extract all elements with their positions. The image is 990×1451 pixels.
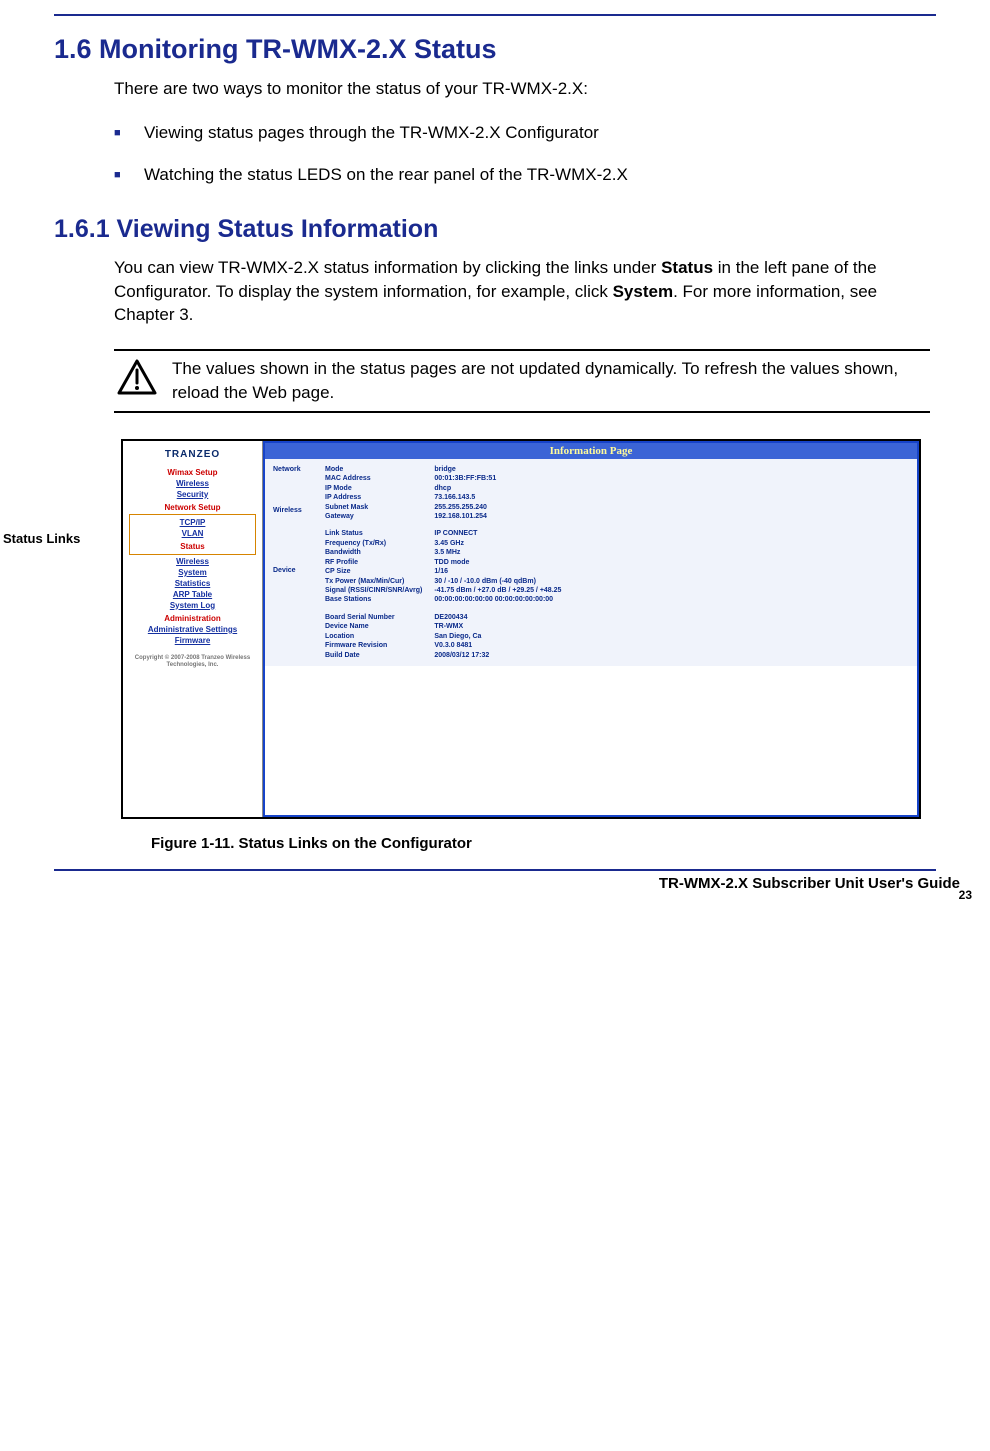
info-panel: Network Wireless Device Mode MAC Address… bbox=[265, 459, 917, 666]
screenshot: TRANZEO Wimax Setup Wireless Security Ne… bbox=[121, 439, 921, 819]
sidebar-link[interactable]: TCP/IP bbox=[130, 518, 255, 527]
note-box: The values shown in the status pages are… bbox=[114, 349, 930, 413]
key: IP Mode bbox=[325, 484, 422, 493]
bullet-item: Watching the status LEDS on the rear pan… bbox=[114, 165, 930, 185]
value: V0.3.0 8481 bbox=[434, 641, 561, 650]
sidebar-category: Administration bbox=[125, 614, 260, 623]
sidebar-link[interactable]: Wireless bbox=[125, 557, 260, 566]
sidebar-link[interactable]: Wireless bbox=[125, 479, 260, 488]
sidebar-link[interactable]: Security bbox=[125, 490, 260, 499]
main-pane: Information Page Network Wireless Device… bbox=[263, 441, 919, 817]
section-label: Network bbox=[273, 465, 325, 474]
key: Tx Power (Max/Min/Cur) bbox=[325, 577, 422, 586]
value: 3.5 MHz bbox=[434, 548, 561, 557]
sidebar-link[interactable]: System bbox=[125, 568, 260, 577]
value: 73.166.143.5 bbox=[434, 493, 561, 502]
section-label: Device bbox=[273, 566, 325, 575]
figure-caption: Figure 1-11. Status Links on the Configu… bbox=[151, 835, 930, 852]
key: Location bbox=[325, 632, 422, 641]
value: IP CONNECT bbox=[434, 529, 561, 538]
sidebar-link[interactable]: System Log bbox=[125, 601, 260, 610]
key: Mode bbox=[325, 465, 422, 474]
logo: TRANZEO bbox=[125, 449, 260, 460]
titlebar: Information Page bbox=[265, 443, 917, 459]
section-heading: 1.6 Monitoring TR-WMX-2.X Status bbox=[54, 34, 990, 65]
sidebar-category: Network Setup bbox=[125, 503, 260, 512]
bullet-item: Viewing status pages through the TR-WMX-… bbox=[114, 123, 930, 143]
warning-icon bbox=[114, 357, 160, 397]
key: Frequency (Tx/Rx) bbox=[325, 539, 422, 548]
figure-area: Status Links TRANZEO Wimax Setup Wireles… bbox=[3, 439, 930, 852]
footer: TR-WMX-2.X Subscriber Unit User's Guide … bbox=[0, 869, 990, 902]
value: 3.45 GHz bbox=[434, 539, 561, 548]
value: 2008/03/12 17:32 bbox=[434, 651, 561, 660]
copyright: Copyright © 2007-2008 Tranzeo Wireless T… bbox=[125, 655, 260, 669]
bold-text: Status bbox=[661, 258, 713, 277]
key: Link Status bbox=[325, 529, 422, 538]
value: bridge bbox=[434, 465, 561, 474]
key: IP Address bbox=[325, 493, 422, 502]
key: Bandwidth bbox=[325, 548, 422, 557]
callout-label: Status Links bbox=[3, 531, 80, 546]
value: TR-WMX bbox=[434, 622, 561, 631]
key: Board Serial Number bbox=[325, 613, 422, 622]
key: MAC Address bbox=[325, 474, 422, 483]
top-rule bbox=[54, 14, 936, 16]
value: 00:01:3B:FF:FB:51 bbox=[434, 474, 561, 483]
key: Device Name bbox=[325, 622, 422, 631]
value: 00:00:00:00:00:00 00:00:00:00:00:00 bbox=[434, 595, 561, 604]
key: RF Profile bbox=[325, 558, 422, 567]
value: 192.168.101.254 bbox=[434, 512, 561, 521]
text: You can view TR-WMX-2.X status informati… bbox=[114, 258, 661, 277]
body-paragraph: You can view TR-WMX-2.X status informati… bbox=[114, 256, 930, 327]
key: Base Stations bbox=[325, 595, 422, 604]
key: CP Size bbox=[325, 567, 422, 576]
value: -41.75 dBm / +27.0 dB / +29.25 / +48.25 bbox=[434, 586, 561, 595]
sidebar-category: Wimax Setup bbox=[125, 468, 260, 477]
key: Gateway bbox=[325, 512, 422, 521]
sidebar-link[interactable]: VLAN bbox=[130, 529, 255, 538]
sidebar: TRANZEO Wimax Setup Wireless Security Ne… bbox=[123, 441, 263, 817]
value: DE200434 bbox=[434, 613, 561, 622]
section-label: Wireless bbox=[273, 506, 325, 515]
key: Signal (RSSI/CINR/SNR/Avrg) bbox=[325, 586, 422, 595]
value: dhcp bbox=[434, 484, 561, 493]
sidebar-link[interactable]: ARP Table bbox=[125, 590, 260, 599]
intro-paragraph: There are two ways to monitor the status… bbox=[114, 77, 930, 101]
bold-text: System bbox=[613, 282, 673, 301]
value: 255.255.255.240 bbox=[434, 503, 561, 512]
key: Firmware Revision bbox=[325, 641, 422, 650]
sidebar-link[interactable]: Firmware bbox=[125, 636, 260, 645]
value: 30 / -10 / -10.0 dBm (-40 qdBm) bbox=[434, 577, 561, 586]
highlighted-box: TCP/IP VLAN Status bbox=[129, 514, 256, 555]
subsection-heading: 1.6.1 Viewing Status Information bbox=[54, 215, 990, 244]
sidebar-category: Status bbox=[130, 542, 255, 551]
sidebar-link[interactable]: Statistics bbox=[125, 579, 260, 588]
value: 1/16 bbox=[434, 567, 561, 576]
sidebar-link[interactable]: Administrative Settings bbox=[125, 625, 260, 634]
key: Build Date bbox=[325, 651, 422, 660]
value: San Diego, Ca bbox=[434, 632, 561, 641]
note-text: The values shown in the status pages are… bbox=[172, 357, 930, 405]
value: TDD mode bbox=[434, 558, 561, 567]
bullet-list: Viewing status pages through the TR-WMX-… bbox=[114, 123, 930, 185]
key: Subnet Mask bbox=[325, 503, 422, 512]
